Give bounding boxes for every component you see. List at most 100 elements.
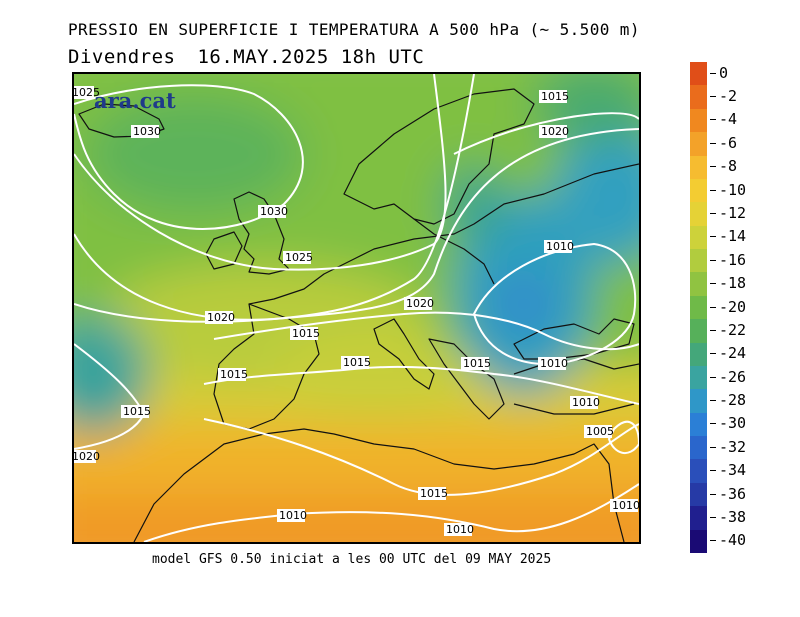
colorbar-tick-label: 0 (710, 65, 728, 81)
svg-text:1015: 1015 (541, 90, 569, 103)
iceland-coast (78, 103, 165, 138)
isobar-label: 1025 (74, 86, 100, 99)
svg-text:1015: 1015 (123, 405, 151, 418)
colorbar-segment (690, 459, 707, 483)
isobar-label: 1030 (258, 205, 288, 218)
italy-coast (373, 318, 435, 390)
svg-text:1015: 1015 (463, 357, 491, 370)
continent-coast (248, 163, 639, 305)
svg-text:1010: 1010 (546, 240, 574, 253)
colorbar-segment (690, 225, 707, 249)
chart-datetime: Divendres 16.MAY.2025 18h UTC (68, 46, 424, 68)
isobar-label: 1020 (205, 311, 235, 324)
colorbar-segment (690, 529, 707, 553)
colorbar-segment (690, 108, 707, 133)
colorbar-tick-label: -14 (710, 229, 746, 244)
isobar-label: 1020 (404, 297, 434, 310)
svg-text:1015: 1015 (343, 356, 371, 369)
colorbar-segment (690, 295, 707, 320)
colorbar-segment (690, 272, 707, 296)
isobar-label: 1020 (539, 125, 569, 138)
colorbar-tick-label: -12 (710, 205, 746, 221)
isobar-label: 1015 (121, 405, 151, 418)
svg-text:1020: 1020 (406, 297, 434, 310)
isobar-labels: 1030 1030 1025 1020 1015 1015 1015 1015 … (74, 86, 639, 536)
chart-title: PRESSIO EN SUPERFICIE I TEMPERATURA A 50… (68, 20, 640, 39)
svg-text:1025: 1025 (74, 86, 100, 99)
svg-text:1010: 1010 (612, 499, 639, 512)
colorbar-segment (690, 132, 707, 156)
baltic-coast (413, 218, 495, 285)
colorbar-tick-label: -22 (710, 322, 746, 338)
colorbar-segment (690, 319, 707, 343)
temperature-field (74, 74, 639, 542)
isobar-label: 1010 (538, 357, 568, 370)
colorbar-tick-label: -28 (710, 393, 746, 408)
isobar-label: 1015 (341, 356, 371, 369)
colorbar-tick-label: -30 (710, 416, 746, 431)
isobar-label: 1015 (461, 357, 491, 370)
colorbar-segment (690, 178, 707, 203)
colorbar-tick-label: -32 (710, 439, 746, 455)
isobar-label: 1030 (131, 125, 161, 138)
temperature-colorbar (690, 62, 707, 553)
svg-text:1015: 1015 (292, 327, 320, 340)
svg-text:1025: 1025 (285, 251, 313, 264)
isobar-label: 1025 (283, 251, 313, 264)
colorbar-tick-label: -26 (710, 369, 746, 385)
colorbar-tick-label: -18 (710, 276, 746, 291)
svg-text:1005: 1005 (586, 425, 614, 438)
isobar-label: 1010 (544, 240, 574, 253)
colorbar-tick-label: -6 (710, 135, 737, 151)
model-run-info: model GFS 0.50 iniciat a les 00 UTC del … (152, 552, 552, 567)
colorbar-tick-label: -36 (710, 486, 746, 502)
svg-text:1030: 1030 (260, 205, 288, 218)
svg-text:1015: 1015 (220, 368, 248, 381)
isobar-label: 1015 (290, 327, 320, 340)
svg-text:1020: 1020 (74, 450, 100, 463)
colorbar-segment (690, 342, 707, 366)
isobar-label: 1015 (418, 487, 448, 500)
colorbar-segment (690, 85, 707, 109)
svg-text:1020: 1020 (207, 311, 235, 324)
colorbar-segment (690, 62, 707, 86)
isobar-label: 1010 (444, 523, 474, 536)
colorbar-segment (690, 436, 707, 460)
svg-text:1015: 1015 (420, 487, 448, 500)
isobar-label: 1005 (584, 425, 614, 438)
svg-text:1010: 1010 (279, 509, 307, 522)
svg-text:1010: 1010 (540, 357, 568, 370)
colorbar-tick-label: -2 (710, 89, 737, 104)
colorbar-tick-label: -34 (710, 463, 746, 478)
day-label: Divendres (68, 46, 176, 68)
isobar-label: 1015 (539, 90, 569, 103)
datetime-label: 16.MAY.2025 18h UTC (197, 46, 425, 68)
colorbar-tick-label: -8 (710, 159, 737, 174)
colorbar-segment (690, 202, 707, 226)
svg-text:1030: 1030 (133, 125, 161, 138)
colorbar-segment (690, 506, 707, 530)
colorbar-segment (690, 249, 707, 273)
colorbar-tick-label: -10 (710, 182, 746, 198)
isobar-label: 1010 (610, 499, 639, 512)
svg-text:1010: 1010 (572, 396, 600, 409)
colorbar-tick-label: -20 (710, 299, 746, 315)
colorbar-segment (690, 365, 707, 390)
colorbar-segment (690, 389, 707, 413)
svg-text:1010: 1010 (446, 523, 474, 536)
balkans-coast (428, 338, 505, 420)
scandinavia-coast (343, 88, 535, 225)
colorbar-segment (690, 482, 707, 507)
britain-coast (233, 191, 290, 275)
colorbar-tick-label: -40 (710, 533, 746, 548)
ara-cat-logo[interactable]: ara.cat (94, 88, 176, 113)
colorbar-tick-label: -4 (710, 112, 737, 127)
colorbar-segment (690, 155, 707, 179)
turkey-coast (513, 358, 639, 415)
colorbar-tick-label: -38 (710, 509, 746, 525)
colorbar-tick-label: -16 (710, 252, 746, 268)
colorbar-tick-label: -24 (710, 346, 746, 361)
isobar-label: 1010 (277, 509, 307, 522)
colorbar-segment (690, 412, 707, 436)
isobar-label: 1020 (74, 450, 100, 463)
